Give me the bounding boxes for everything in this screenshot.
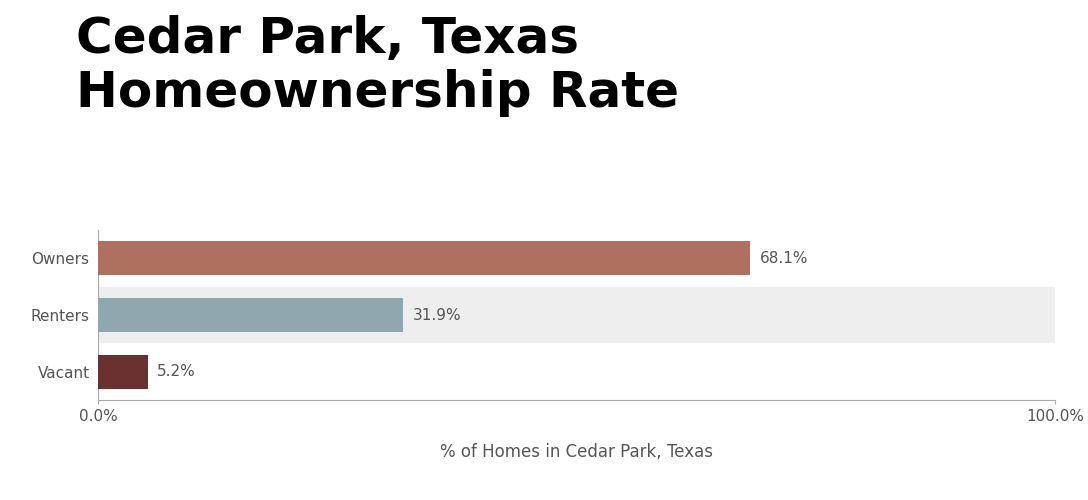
- Bar: [98, 298, 404, 332]
- Bar: [98, 230, 1055, 286]
- Bar: [98, 242, 750, 276]
- Text: 68.1%: 68.1%: [759, 251, 808, 266]
- X-axis label: % of Homes in Cedar Park, Texas: % of Homes in Cedar Park, Texas: [441, 444, 713, 462]
- Bar: [98, 354, 148, 388]
- Text: 31.9%: 31.9%: [413, 308, 461, 322]
- Text: Cedar Park, Texas
Homeownership Rate: Cedar Park, Texas Homeownership Rate: [76, 15, 679, 116]
- Text: 5.2%: 5.2%: [158, 364, 196, 379]
- Bar: [98, 344, 1055, 400]
- Bar: [98, 286, 1055, 344]
